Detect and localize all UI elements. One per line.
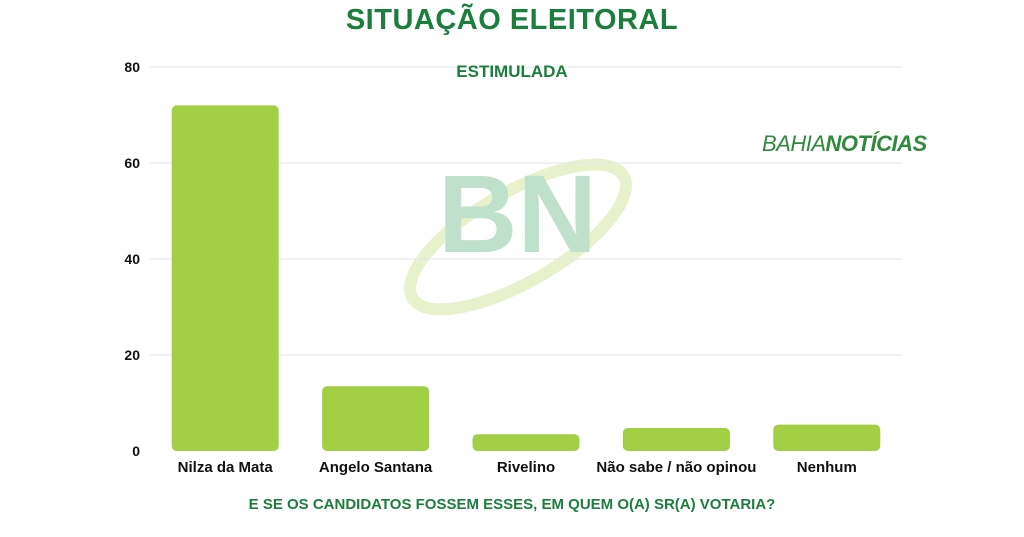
chart-subtitle: ESTIMULADA	[456, 62, 568, 81]
watermark-logo: BN	[403, 153, 633, 316]
bar	[622, 427, 730, 451]
chart-title: SITUAÇÃO ELEITORAL	[345, 4, 679, 36]
x-category-label: Nilza da Mata	[178, 459, 274, 476]
y-tick-label: 0	[132, 443, 140, 459]
bar	[171, 105, 279, 452]
y-tick-label: 40	[124, 251, 140, 267]
survey-question: E SE OS CANDIDATOS FOSSEM ESSES, EM QUEM…	[248, 496, 776, 513]
watermark-text: BN	[438, 153, 597, 276]
brand-part-2: NOTÍCIAS	[825, 131, 928, 156]
brand-part-1: BAHIA	[762, 131, 826, 156]
bar	[472, 434, 580, 451]
brand-logo: BAHIANOTÍCIAS	[762, 131, 927, 157]
x-category-label: Angelo Santana	[319, 459, 433, 476]
y-tick-label: 20	[124, 347, 140, 363]
x-category-label: Rivelino	[497, 459, 555, 476]
y-tick-label: 80	[124, 59, 140, 75]
y-tick-label: 60	[124, 155, 140, 171]
x-category-label: Não sabe / não opinou	[596, 459, 756, 476]
x-category-label: Nenhum	[797, 459, 857, 476]
bar	[773, 424, 881, 451]
bar	[322, 386, 430, 451]
